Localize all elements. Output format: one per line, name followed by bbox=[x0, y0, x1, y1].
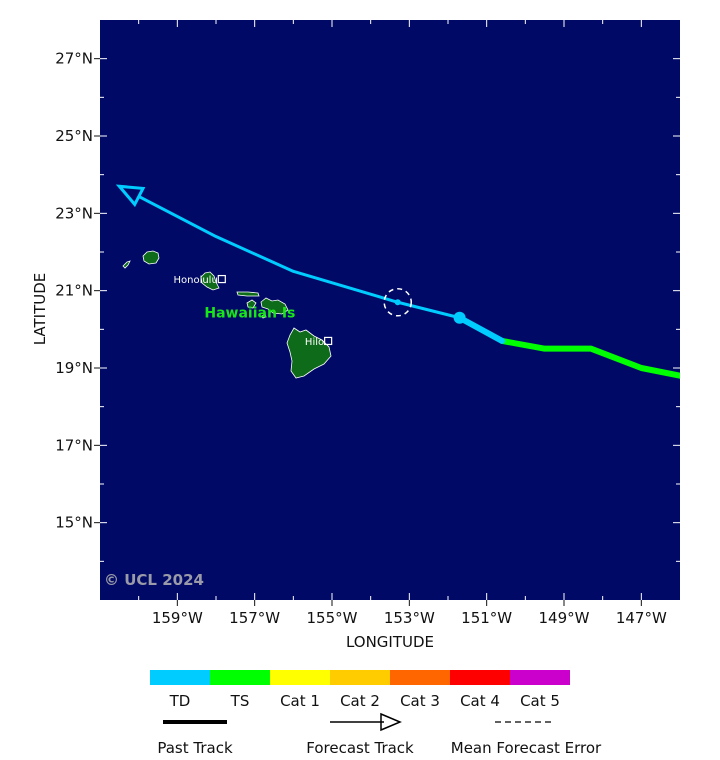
lat-tick-label: 15°N bbox=[55, 514, 93, 532]
lon-tick-label: 153°W bbox=[384, 609, 435, 627]
legend-swatch bbox=[390, 670, 450, 685]
legend-category-label: Cat 4 bbox=[460, 692, 500, 710]
island-oahu bbox=[200, 271, 220, 291]
legend: TD TS Cat 1 Cat 2 Cat 3 Cat 4 Cat 5 bbox=[150, 670, 570, 710]
forecast-error-circle bbox=[383, 287, 413, 317]
past-track-ts bbox=[499, 337, 680, 379]
lat-tick-label: 17°N bbox=[55, 436, 93, 454]
city-marker bbox=[324, 336, 333, 346]
legend-swatch bbox=[210, 670, 270, 685]
legend-category-label: TS bbox=[230, 692, 250, 710]
lon-tick-label: 147°W bbox=[616, 609, 667, 627]
past-track-label: Past Track bbox=[157, 739, 233, 756]
lon-tick-label: 151°W bbox=[461, 609, 512, 627]
island-niihau bbox=[122, 260, 131, 269]
forecast-arrow-icon bbox=[380, 712, 402, 732]
region-label: Hawaiian Is bbox=[204, 306, 295, 322]
legend-swatch bbox=[510, 670, 570, 685]
city-label: Hilo bbox=[305, 337, 324, 348]
lon-tick-label: 149°W bbox=[539, 609, 590, 627]
x-axis-label: LONGITUDE bbox=[346, 633, 434, 651]
legend-category-label: Cat 2 bbox=[340, 692, 380, 710]
legend-swatch bbox=[450, 670, 510, 685]
city-marker bbox=[217, 274, 226, 284]
copyright-notice: © UCL 2024 bbox=[104, 571, 204, 589]
hawaiian-islands bbox=[122, 250, 332, 379]
lat-tick-label: 25°N bbox=[55, 127, 93, 145]
lat-tick-label: 21°N bbox=[55, 282, 93, 300]
storm-track bbox=[115, 184, 680, 379]
error-label: Mean Forecast Error bbox=[451, 739, 602, 756]
current-position-marker bbox=[453, 311, 466, 324]
lon-tick-label: 155°W bbox=[307, 609, 358, 627]
forecast-track-label: Forecast Track bbox=[306, 739, 414, 756]
island-kahoolawe bbox=[261, 313, 267, 319]
lat-tick-label: 27°N bbox=[55, 50, 93, 68]
island-maui bbox=[260, 297, 289, 315]
ocean-background bbox=[100, 20, 680, 600]
y-axis-label: LATITUDE bbox=[31, 273, 49, 346]
lat-tick-label: 23°N bbox=[55, 204, 93, 222]
legend-category-label: Cat 1 bbox=[280, 692, 320, 710]
legend-category-label: Cat 3 bbox=[400, 692, 440, 710]
island-lanai bbox=[246, 299, 257, 309]
past-track-td bbox=[456, 314, 506, 344]
lon-tick-label: 159°W bbox=[152, 609, 203, 627]
legend-category-label: TD bbox=[169, 692, 191, 710]
island-molokai bbox=[236, 291, 260, 297]
legend-category-label: Cat 5 bbox=[520, 692, 560, 710]
forecast-point bbox=[394, 299, 401, 306]
lon-tick-label: 157°W bbox=[229, 609, 280, 627]
forecast-arrowhead bbox=[115, 184, 146, 208]
lat-tick-label: 19°N bbox=[55, 359, 93, 377]
forecast-track bbox=[118, 184, 460, 320]
legend-swatch bbox=[330, 670, 390, 685]
map-axes: 15°N 17°N 19°N 21°N 23°N 25°N 27°N 159°W 157°W 15… bbox=[55, 20, 680, 627]
island-kauai bbox=[142, 250, 160, 265]
legend-swatch bbox=[150, 670, 210, 685]
city-label: Honolulu bbox=[173, 275, 217, 286]
island-hawaii bbox=[286, 327, 332, 379]
legend-swatch bbox=[270, 670, 330, 685]
city-markers: Honolulu Hilo bbox=[173, 274, 333, 348]
